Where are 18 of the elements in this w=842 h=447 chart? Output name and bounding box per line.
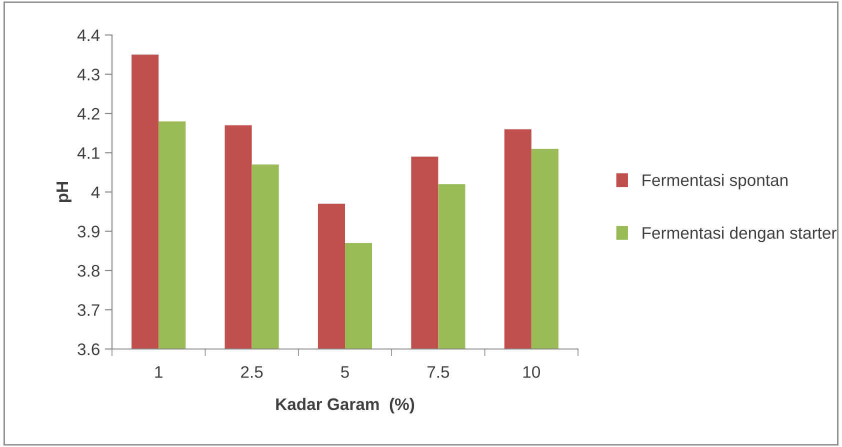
legend-label: Fermentasi spontan [642, 174, 788, 190]
x-tick-label: 2.5 [241, 366, 263, 378]
y-tick-label: 4.2 [77, 108, 100, 120]
x-axis-title: Kadar Garam (%) [276, 398, 414, 414]
x-tick-label: 1 [155, 366, 162, 378]
x-tick-label: 7.5 [427, 366, 450, 378]
y-tick-label: 3.7 [78, 304, 100, 316]
y-tick-label: 4.3 [77, 68, 100, 80]
y-tick-label: 4.1 [77, 147, 100, 159]
y-tick-label: 3.9 [78, 226, 100, 238]
x-tick-label: 5 [341, 366, 349, 378]
y-tick-label: 3.8 [78, 264, 100, 277]
y-axis-title: pH [56, 182, 72, 202]
y-tick-label: 4 [91, 186, 100, 198]
legend-label: Fermentasi dengan starter [642, 226, 836, 242]
y-tick-label: 4.4 [77, 30, 100, 42]
y-tick-label: 3.6 [78, 343, 100, 356]
x-tick-label: 10 [523, 366, 540, 378]
